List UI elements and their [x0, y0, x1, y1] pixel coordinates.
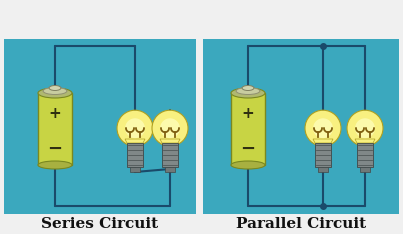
Circle shape [160, 118, 180, 138]
Bar [38, 93, 72, 165]
Text: −: − [241, 140, 256, 158]
Bar [203, 39, 399, 214]
Text: +: + [242, 106, 254, 121]
Bar [130, 167, 140, 172]
Circle shape [347, 110, 383, 146]
Ellipse shape [231, 88, 265, 98]
Circle shape [355, 118, 375, 138]
Polygon shape [313, 139, 333, 143]
Circle shape [313, 118, 333, 138]
Ellipse shape [38, 88, 72, 98]
Polygon shape [125, 139, 145, 143]
Text: Parallel Circuit: Parallel Circuit [236, 217, 366, 231]
Bar [318, 167, 328, 172]
Text: −: − [48, 140, 62, 158]
Text: +: + [49, 106, 61, 121]
Text: Series Circuit: Series Circuit [42, 217, 158, 231]
Ellipse shape [43, 88, 67, 95]
Polygon shape [160, 139, 180, 143]
Ellipse shape [231, 161, 265, 169]
Bar [127, 143, 143, 167]
Bar [231, 93, 265, 165]
Ellipse shape [49, 85, 61, 91]
Circle shape [117, 110, 153, 146]
Bar [162, 143, 178, 167]
Ellipse shape [38, 161, 72, 169]
Polygon shape [355, 139, 375, 143]
Circle shape [305, 110, 341, 146]
Bar [360, 167, 370, 172]
Circle shape [125, 118, 145, 138]
Circle shape [152, 110, 188, 146]
Bar [165, 167, 175, 172]
Ellipse shape [236, 88, 260, 95]
Bar [357, 143, 373, 167]
Bar [315, 143, 331, 167]
Bar [4, 39, 196, 214]
Ellipse shape [242, 85, 254, 91]
